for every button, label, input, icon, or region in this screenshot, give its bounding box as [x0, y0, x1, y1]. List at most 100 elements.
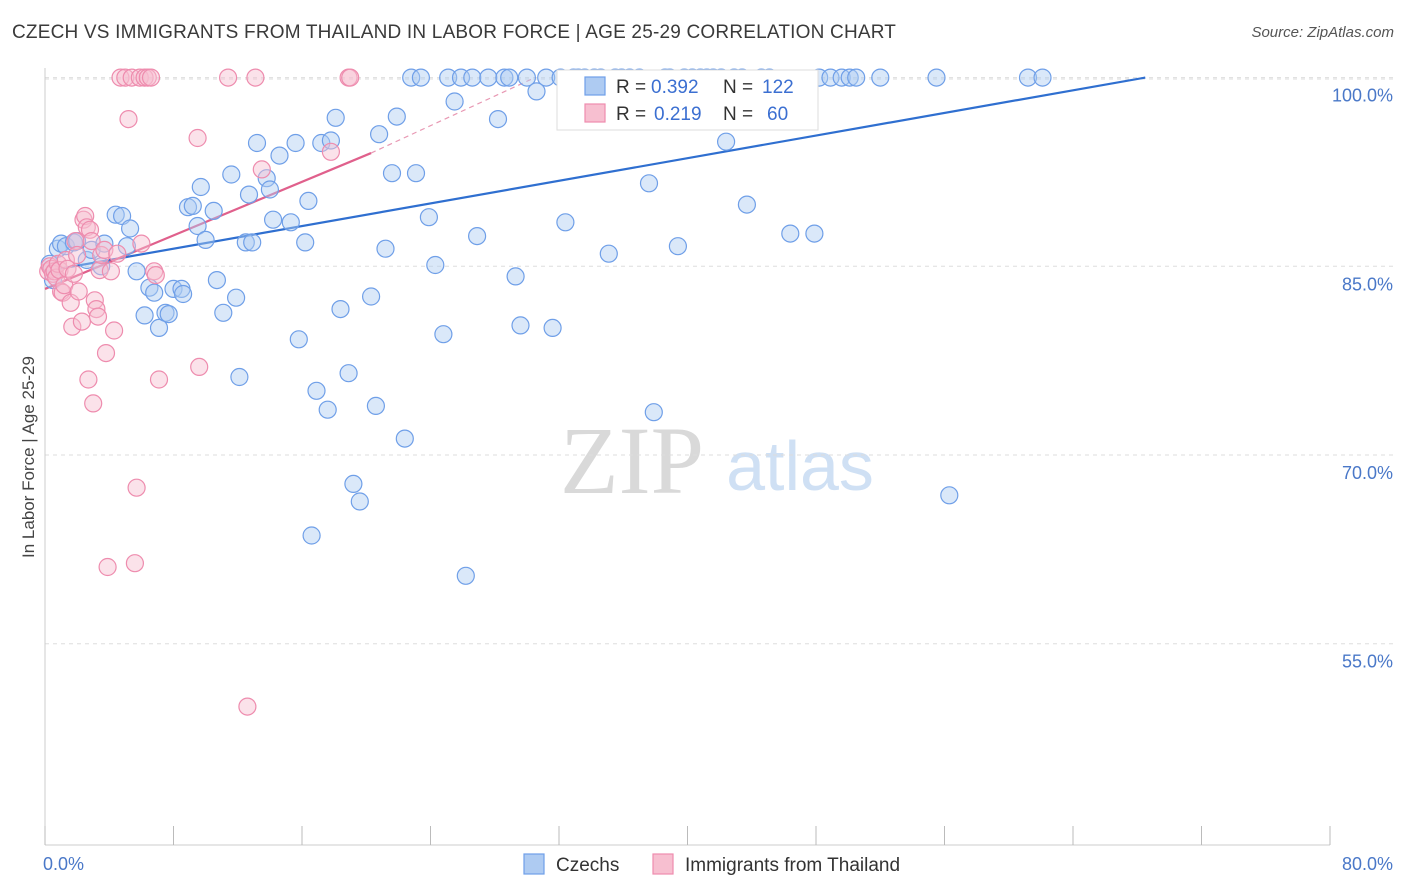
czechs-point	[286, 133, 305, 153]
czechs-point	[395, 429, 414, 448]
thailand-stat-swatch	[584, 103, 606, 123]
grid	[45, 77, 1395, 645]
czechs-point	[318, 400, 337, 419]
thailand-point	[321, 142, 340, 161]
czechs-point	[500, 68, 519, 87]
czechs-point	[344, 474, 363, 493]
thailand-trend-extension	[370, 77, 536, 154]
czechs-point	[517, 68, 537, 87]
thailand-point	[98, 557, 117, 577]
czechs-point	[362, 287, 381, 306]
czechs-point	[196, 230, 215, 249]
thailand-point	[116, 68, 135, 87]
czechs-point	[106, 205, 125, 224]
czechs-point	[135, 306, 154, 325]
thailand-point	[79, 370, 98, 389]
czechs-point	[227, 288, 246, 307]
czechs-point	[456, 566, 475, 585]
thailand-point	[63, 317, 82, 336]
thailand-point	[88, 307, 108, 326]
thailand-point	[190, 357, 209, 376]
czechs-point	[214, 303, 233, 322]
czechs-point	[402, 68, 421, 87]
czechs-point	[940, 486, 959, 505]
czechs-point	[479, 68, 498, 87]
czechs-point	[506, 267, 525, 286]
czechs-n-label: N =	[723, 77, 753, 98]
czechs-point	[871, 68, 890, 87]
czechs-point	[260, 180, 279, 199]
thailand-point	[82, 232, 101, 251]
czechs-point	[387, 107, 406, 126]
czechs-point	[468, 227, 487, 246]
thailand-point	[141, 68, 161, 87]
czechs-point	[840, 68, 859, 87]
czechs-point	[556, 213, 575, 232]
thailand-n-value: 60	[767, 104, 788, 125]
legend-thailand-label: Immigrants from Thailand	[685, 855, 900, 876]
czechs-point	[370, 125, 389, 144]
x-tick-label-min: 0.0%	[43, 854, 84, 874]
czechs-r-label: R =	[616, 77, 646, 98]
thailand-point	[96, 344, 116, 363]
czechs-n-value: 122	[762, 77, 794, 98]
thailand-point	[77, 218, 96, 237]
y-tick-label: 70.0%	[1342, 463, 1393, 483]
czechs-point	[127, 262, 146, 281]
czechs-point	[302, 526, 321, 545]
czechs-point	[239, 185, 259, 204]
czechs-point	[296, 233, 315, 252]
legend: Czechs Immigrants from Thailand	[523, 853, 900, 876]
czechs-point	[204, 201, 223, 220]
czechs-point	[247, 133, 267, 153]
czechs-point	[511, 316, 530, 335]
thailand-point	[104, 321, 124, 340]
czechs-point	[419, 208, 438, 227]
watermark-zip: ZIP	[560, 407, 704, 514]
czechs-point	[426, 255, 445, 275]
thailand-point	[69, 282, 88, 301]
czechs-point	[117, 237, 137, 256]
y-tick-label: 100.0%	[1332, 86, 1393, 106]
czechs-point	[331, 300, 350, 319]
czechs-point	[537, 68, 556, 87]
czechs-point	[326, 108, 345, 127]
czechs-point	[382, 164, 402, 183]
legend-thailand-swatch	[652, 853, 674, 875]
czechs-point	[406, 164, 426, 183]
czechs-point	[121, 219, 140, 238]
czechs-point	[281, 213, 300, 232]
thailand-point	[72, 312, 92, 331]
czechs-point	[350, 492, 369, 511]
thailand-point	[76, 206, 95, 226]
thailand-point	[246, 68, 265, 87]
y-axis-label: In Labor Force | Age 25-29	[19, 356, 38, 558]
czechs-point	[445, 92, 464, 111]
czechs-point	[411, 68, 430, 87]
czechs-point	[668, 237, 688, 256]
czechs-point	[289, 330, 308, 349]
czechs-point	[159, 305, 178, 324]
axes	[44, 68, 1331, 846]
czechs-point	[1018, 68, 1038, 87]
czechs-point	[495, 68, 514, 87]
y-tick-label: 55.0%	[1342, 652, 1393, 672]
czechs-point	[188, 216, 207, 236]
czechs-point	[376, 239, 395, 258]
watermark: ZIP atlas	[560, 407, 874, 514]
czechs-point	[183, 196, 202, 215]
czechs-point	[366, 396, 385, 415]
thailand-point	[108, 244, 127, 263]
czechs-point	[434, 325, 453, 344]
x-tick-label-max: 80.0%	[1342, 854, 1393, 874]
czechs-point	[805, 224, 824, 243]
watermark-atlas: atlas	[726, 427, 874, 505]
y-tick-label: 85.0%	[1342, 274, 1393, 294]
czechs-point	[488, 109, 508, 129]
czechs-point	[174, 284, 193, 304]
czechs-r-value: 0.392	[651, 77, 699, 98]
czechs-point	[716, 132, 736, 151]
czechs-point	[737, 195, 757, 214]
thailand-point	[84, 394, 103, 413]
thailand-point	[146, 266, 165, 285]
